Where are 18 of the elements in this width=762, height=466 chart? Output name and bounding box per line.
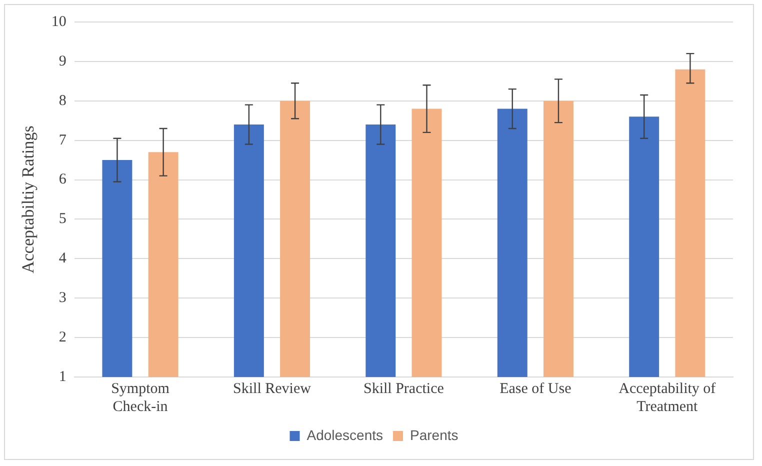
y-tick-label: 7 xyxy=(58,132,67,148)
y-tick-label: 3 xyxy=(58,290,66,306)
y-tick-label: 2 xyxy=(58,329,66,346)
y-tick-label: 1 xyxy=(58,368,66,385)
y-tick-label: 10 xyxy=(51,14,66,30)
y-tick-label: 4 xyxy=(58,250,67,267)
legend-label: Adolescents xyxy=(306,426,384,443)
y-tick-label: 6 xyxy=(58,172,67,188)
x-tick-label: Skill Review xyxy=(233,380,312,397)
x-tick-label: Acceptability of Treatment xyxy=(618,380,716,415)
x-tick-label: Skill Practice xyxy=(363,380,444,397)
y-tick-label: 8 xyxy=(58,92,66,109)
y-tick-label: 5 xyxy=(58,211,66,228)
y-tick-label: 9 xyxy=(58,53,66,70)
x-tick-label: Symptom Check-in xyxy=(111,380,170,415)
x-tick-label: Ease of Use xyxy=(500,380,572,397)
y-axis-title: Acceptabiltiy Ratings xyxy=(18,126,38,274)
legend-label: Parents xyxy=(410,426,458,443)
